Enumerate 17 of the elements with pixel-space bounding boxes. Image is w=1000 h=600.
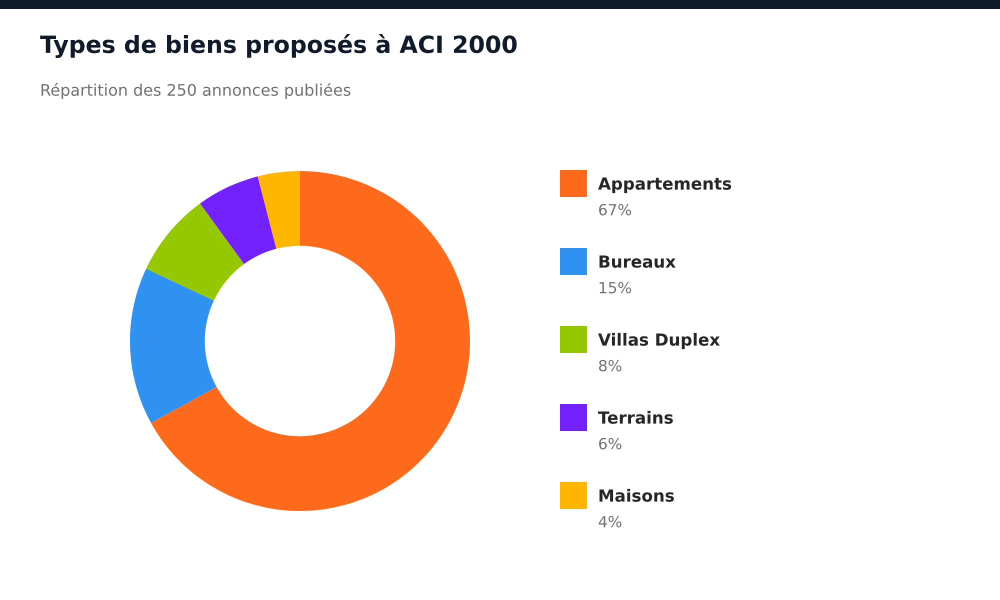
data-label: 67% [599, 204, 632, 216]
donut-slice [200, 176, 276, 264]
donut-slice [146, 203, 244, 300]
data-label: 8% [599, 360, 622, 372]
legend-label: Bureaux [600, 255, 676, 268]
donut-slice [130, 268, 217, 423]
legend-label: Terrains [598, 410, 673, 424]
data-label: 4% [598, 516, 622, 528]
legend-label: Villas Duplex [598, 332, 720, 350]
donut-slice [258, 171, 300, 249]
donut-slice [151, 171, 470, 511]
data-label: 6% [599, 438, 622, 450]
legend-label: Appartements [598, 177, 732, 194]
legend-label: Maisons [600, 488, 674, 502]
chart-subtitle: Répartition des 250 annonces publiées [42, 82, 350, 100]
chart-title: Types de biens proposés à ACI 2000 [40, 34, 517, 58]
data-label: 15% [600, 282, 632, 294]
